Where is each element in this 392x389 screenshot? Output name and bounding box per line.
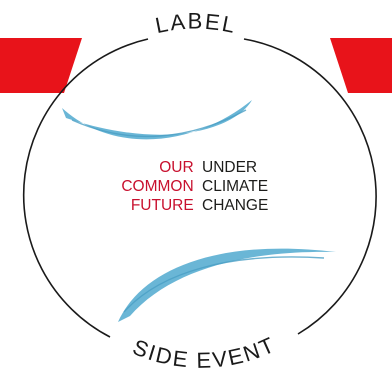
brush-stroke-top-thin: [71, 109, 247, 138]
logo-disk: [36, 36, 356, 356]
tagline-line-3: FUTURE CHANGE: [131, 197, 269, 214]
red-band-left: [0, 38, 82, 93]
tagline-rest-3: CHANGE: [202, 197, 268, 214]
ring-left: [22, 38, 149, 338]
tagline-rest-1: UNDER: [202, 159, 257, 176]
tagline-accent-1: OUR: [159, 159, 193, 176]
brush-stroke-bottom: [118, 248, 336, 322]
tagline-rest-2: CLIMATE: [202, 178, 268, 195]
tagline-line-2: COMMON CLIMATE: [121, 178, 268, 195]
red-band-right: [330, 38, 392, 93]
ring-right: [243, 38, 377, 335]
tagline-line-1: OUR UNDER: [159, 159, 257, 176]
tagline-accent-3: FUTURE: [131, 197, 194, 214]
tagline-accent-2: COMMON: [121, 178, 193, 195]
brush-stroke-bottom-thin: [123, 256, 325, 313]
top-arc-label: LABEL: [153, 9, 239, 38]
